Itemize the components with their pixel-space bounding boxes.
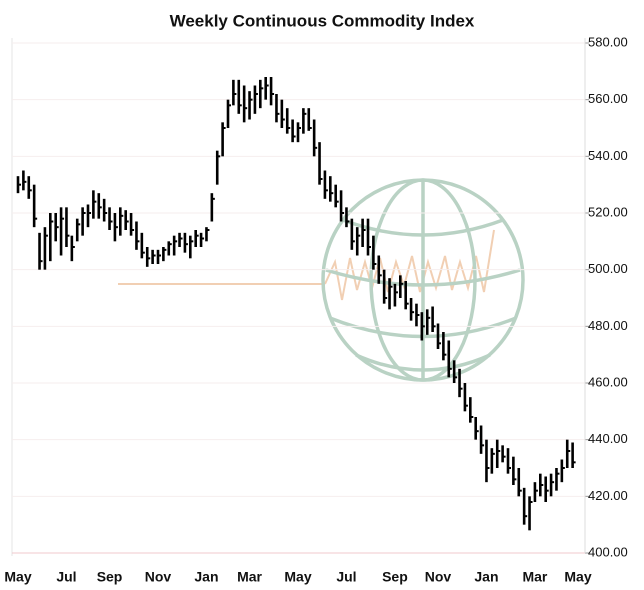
watermark [118,178,525,382]
x-tick-label: Jan [474,569,498,585]
y-tick-label: 540.00 [588,148,628,163]
x-tick-label: Sep [97,569,123,585]
x-tick-label: Sep [382,569,408,585]
y-tick-label: 560.00 [588,91,628,106]
x-tick-label: Nov [425,569,452,585]
x-tick-label: Mar [237,569,262,585]
y-tick-label: 580.00 [588,34,628,49]
x-tick-label: May [564,569,591,585]
y-tick-label: 500.00 [588,261,628,276]
y-tick-label: 460.00 [588,374,628,389]
x-tick-label: Mar [522,569,547,585]
y-tick-label: 440.00 [588,431,628,446]
y-tick-label: 520.00 [588,204,628,219]
x-tick-label: Nov [145,569,172,585]
y-tick-label: 480.00 [588,318,628,333]
y-tick-label: 400.00 [588,544,628,559]
x-tick-label: May [284,569,311,585]
x-tick-label: Jul [56,569,76,585]
x-tick-label: Jan [194,569,218,585]
x-tick-label: May [4,569,31,585]
y-tick-label: 420.00 [588,488,628,503]
chart-title: Weekly Continuous Commodity Index [170,11,475,30]
x-tick-label: Jul [336,569,356,585]
